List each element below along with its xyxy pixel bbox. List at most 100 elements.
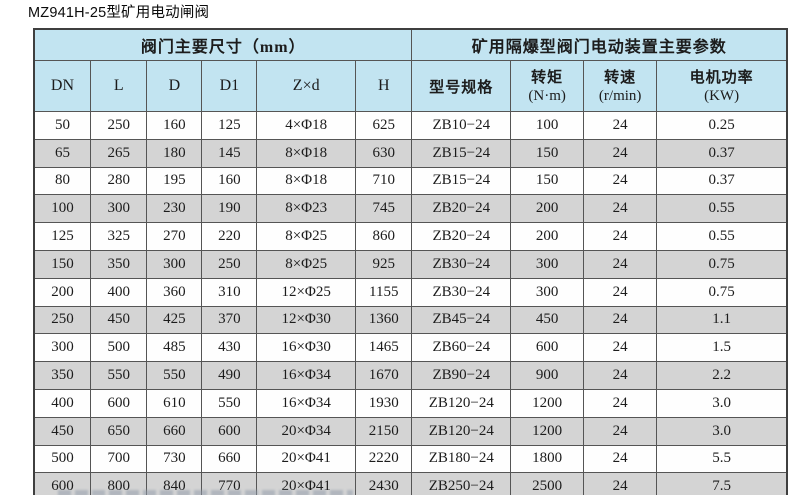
table-cell: 24 bbox=[583, 444, 658, 474]
table-cell: 200 bbox=[510, 222, 585, 251]
table-cell: 190 bbox=[201, 194, 258, 224]
table-cell: 730 bbox=[146, 444, 203, 474]
column-header-cell: 转速 (r/min) bbox=[583, 60, 658, 112]
table-cell: 16×Φ30 bbox=[256, 333, 357, 363]
table-cell: 425 bbox=[146, 305, 203, 335]
table-row: 350 550 550 490 16×Φ34 1670 ZB90−24 900 24 2.2 bbox=[33, 361, 788, 390]
valve-spec-table: 阀门主要尺寸（mm） 矿用隔爆型阀门电动装置主要参数 DN L D D1 Z×d H 型号规格… bbox=[33, 28, 788, 495]
table-cell: ZB120−24 bbox=[411, 388, 512, 418]
table-cell: 1360 bbox=[355, 305, 413, 335]
table-cell: 500 bbox=[33, 444, 91, 474]
table-cell: 0.55 bbox=[656, 194, 788, 224]
table-cell: 650 bbox=[89, 416, 148, 446]
table-cell: ZB30−24 bbox=[411, 277, 512, 307]
table-cell: 24 bbox=[583, 472, 658, 495]
page-title: MZ941H-25型矿用电动闸阀 bbox=[28, 5, 210, 21]
column-header-unit: (N·m) bbox=[528, 88, 566, 105]
table-cell: 0.25 bbox=[656, 111, 788, 140]
table-row: 300 500 485 430 16×Φ30 1465 ZB60−24 600 24 1.5 bbox=[33, 333, 788, 363]
table-row: 600 800 840 770 20×Φ41 2430 ZB250−24 2500 24 7.5 bbox=[33, 472, 788, 495]
column-header-label: Z×d bbox=[292, 77, 320, 94]
table-cell: 2.2 bbox=[656, 361, 788, 390]
table-row: 500 700 730 660 20×Φ41 2220 ZB180−24 1800 24 5.5 bbox=[33, 444, 788, 474]
table-cell: 1930 bbox=[355, 388, 413, 418]
table-cell: 900 bbox=[510, 361, 585, 390]
group-header-cell: 阀门主要尺寸（mm） bbox=[33, 28, 413, 61]
table-cell: 12×Φ30 bbox=[256, 305, 357, 335]
table-cell: 800 bbox=[89, 472, 148, 495]
table-cell: 2500 bbox=[510, 472, 585, 495]
column-header-cell: 型号规格 bbox=[411, 60, 512, 112]
table-cell: 65 bbox=[33, 138, 91, 168]
column-header-label: DN bbox=[50, 77, 75, 94]
table-cell: 3.0 bbox=[656, 416, 788, 446]
table-row: 65 265 180 145 8×Φ18 630 ZB15−24 150 24 0.37 bbox=[33, 138, 788, 168]
table-cell: 180 bbox=[146, 138, 203, 168]
table-cell: 660 bbox=[146, 416, 203, 446]
table-cell: 550 bbox=[201, 388, 258, 418]
table-cell: 1155 bbox=[355, 277, 413, 307]
table-cell: ZB250−24 bbox=[411, 472, 512, 495]
table-row: 200 400 360 310 12×Φ25 1155 ZB30−24 300 24 0.75 bbox=[33, 277, 788, 307]
table-cell: 1.5 bbox=[656, 333, 788, 363]
table-cell: 150 bbox=[510, 166, 585, 196]
table-cell: 710 bbox=[355, 166, 413, 196]
table-cell: 300 bbox=[146, 249, 203, 279]
table-cell: 1670 bbox=[355, 361, 413, 390]
table-cell: 20×Φ41 bbox=[256, 444, 357, 474]
table-cell: ZB90−24 bbox=[411, 361, 512, 390]
table-cell: 4×Φ18 bbox=[256, 111, 357, 140]
table-cell: ZB20−24 bbox=[411, 222, 512, 251]
table-cell: 160 bbox=[201, 166, 258, 196]
table-cell: 3.0 bbox=[656, 388, 788, 418]
table-cell: 630 bbox=[355, 138, 413, 168]
group-header-cell: 矿用隔爆型阀门电动装置主要参数 bbox=[411, 28, 788, 61]
table-cell: 50 bbox=[33, 111, 91, 140]
table-cell: 360 bbox=[146, 277, 203, 307]
table-cell: 485 bbox=[146, 333, 203, 363]
table-cell: 370 bbox=[201, 305, 258, 335]
table-cell: 925 bbox=[355, 249, 413, 279]
column-header-label: L bbox=[113, 77, 124, 94]
table-cell: 400 bbox=[89, 277, 148, 307]
table-cell: 24 bbox=[583, 305, 658, 335]
table-row: 250 450 425 370 12×Φ30 1360 ZB45−24 450 24 1.1 bbox=[33, 305, 788, 335]
table-cell: ZB45−24 bbox=[411, 305, 512, 335]
table-cell: 430 bbox=[201, 333, 258, 363]
table-row: 150 350 300 250 8×Φ25 925 ZB30−24 300 24 0.75 bbox=[33, 249, 788, 279]
table-cell: 1.1 bbox=[656, 305, 788, 335]
table-cell: 24 bbox=[583, 111, 658, 140]
table-cell: 150 bbox=[510, 138, 585, 168]
table-cell: 490 bbox=[201, 361, 258, 390]
table-cell: 8×Φ25 bbox=[256, 249, 357, 279]
column-header-cell: 转矩 (N·m) bbox=[510, 60, 585, 112]
table-cell: 1200 bbox=[510, 416, 585, 446]
table-cell: 0.75 bbox=[656, 249, 788, 279]
table-header: 阀门主要尺寸（mm） 矿用隔爆型阀门电动装置主要参数 DN L D D1 Z×d H 型号规格… bbox=[33, 28, 788, 112]
table-cell: 0.75 bbox=[656, 277, 788, 307]
column-header-label: D1 bbox=[219, 77, 240, 94]
table-cell: 5.5 bbox=[656, 444, 788, 474]
table-cell: 8×Φ18 bbox=[256, 166, 357, 196]
column-header-unit: (r/min) bbox=[598, 88, 642, 105]
table-cell: 2220 bbox=[355, 444, 413, 474]
table-cell: 450 bbox=[89, 305, 148, 335]
column-header-cell: H bbox=[355, 60, 413, 112]
table-cell: 600 bbox=[201, 416, 258, 446]
table-cell: 270 bbox=[146, 222, 203, 251]
table-cell: ZB60−24 bbox=[411, 333, 512, 363]
table-cell: ZB15−24 bbox=[411, 138, 512, 168]
table-cell: 80 bbox=[33, 166, 91, 196]
table-cell: 250 bbox=[201, 249, 258, 279]
table-cell: 745 bbox=[355, 194, 413, 224]
table-cell: 24 bbox=[583, 166, 658, 196]
table-cell: 550 bbox=[89, 361, 148, 390]
table-cell: 500 bbox=[89, 333, 148, 363]
table-row: 400 600 610 550 16×Φ34 1930 ZB120−24 1200 24 3.0 bbox=[33, 388, 788, 418]
table-cell: 100 bbox=[33, 194, 91, 224]
column-header-label: 转速 bbox=[604, 70, 637, 87]
table-cell: 8×Φ23 bbox=[256, 194, 357, 224]
table-cell: 1200 bbox=[510, 388, 585, 418]
table-cell: 20×Φ34 bbox=[256, 416, 357, 446]
table-cell: 24 bbox=[583, 277, 658, 307]
